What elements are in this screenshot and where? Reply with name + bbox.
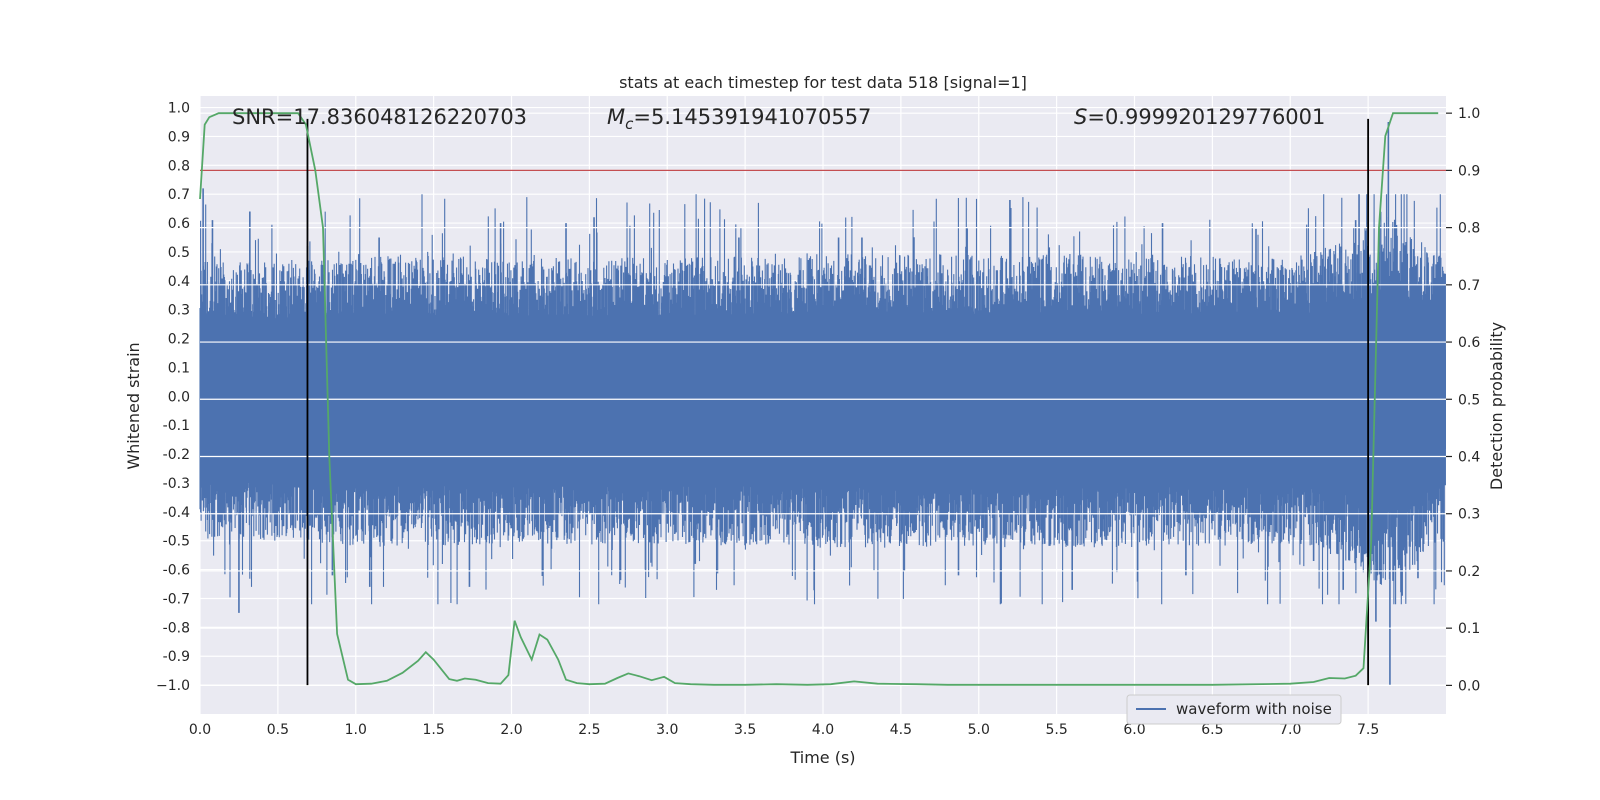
y2-tick-label: 0.7 bbox=[1458, 278, 1480, 294]
y2-tick-label: 0.0 bbox=[1458, 678, 1480, 694]
x-tick-label: 3.5 bbox=[734, 722, 756, 738]
y-tick-label: -0.1 bbox=[163, 418, 190, 434]
probability-line bbox=[199, 112, 1439, 686]
y-tick-label: -0.6 bbox=[163, 563, 190, 579]
y-tick-label: -0.7 bbox=[163, 591, 190, 607]
y-tick-label: 0.3 bbox=[168, 303, 190, 319]
y-tick-label: -0.9 bbox=[163, 649, 190, 665]
chirp-mass-value: =5.145391941070557 bbox=[633, 105, 871, 129]
y-tick-label: 0.4 bbox=[168, 274, 190, 290]
x-tick-labels: 0.0 0.5 1.0 1.5 2.0 2.5 3.0 3.5 4.0 4.5 5.0 5.5 6.0 6… bbox=[189, 722, 1379, 738]
y2-tick-label: 1.0 bbox=[1458, 106, 1480, 122]
y-tick-label: -0.3 bbox=[163, 476, 190, 492]
chirp-mass-subscript: c bbox=[625, 115, 634, 133]
y-tick-label: 1.0 bbox=[168, 101, 190, 117]
y2-tick-label: 0.3 bbox=[1458, 507, 1480, 523]
y-tick-label: -0.2 bbox=[163, 447, 190, 463]
x-tick-label: 4.5 bbox=[890, 722, 912, 738]
score-symbol: S bbox=[1074, 105, 1087, 129]
y-tick-label: -0.5 bbox=[163, 534, 190, 550]
y2-tick-label: 0.8 bbox=[1458, 221, 1480, 237]
legend: waveform with noise bbox=[1126, 694, 1342, 725]
score-annotation: S=0.999920129776001 bbox=[1074, 105, 1325, 129]
y2-tick-label: 0.4 bbox=[1458, 450, 1480, 466]
snr-annotation: SNR=17.836048126220703 bbox=[232, 105, 527, 129]
x-tick-label: 0.5 bbox=[267, 722, 289, 738]
chirp-mass-symbol: M bbox=[607, 105, 625, 129]
x-tick-label: 7.0 bbox=[1279, 722, 1301, 738]
x-tick-label: 6.5 bbox=[1201, 722, 1223, 738]
x-tick-label: 3.0 bbox=[656, 722, 678, 738]
legend-box bbox=[1126, 694, 1342, 725]
chart-title: stats at each timestep for test data 518… bbox=[619, 73, 1027, 92]
y-tick-labels: 1.0 0.9 0.8 0.7 0.6 0.5 0.4 0.3 0.2 0.1 0.0 -0.1 -0.… bbox=[156, 101, 190, 695]
x-tick-label: 1.0 bbox=[345, 722, 367, 738]
y-tick-label: 0.1 bbox=[168, 360, 190, 376]
x-tick-label: 2.5 bbox=[578, 722, 600, 738]
y-tick-label: 0.8 bbox=[168, 158, 190, 174]
x-tick-label: 6.0 bbox=[1123, 722, 1145, 738]
y-tick-label: 0.6 bbox=[168, 216, 190, 232]
y-tick-label: 0.9 bbox=[168, 129, 190, 145]
x-tick-label: 5.5 bbox=[1045, 722, 1067, 738]
y-tick-label: 0.2 bbox=[168, 332, 190, 348]
y-tick-label: -0.8 bbox=[163, 620, 190, 636]
y-tick-label: 0.7 bbox=[168, 187, 190, 203]
legend-label: waveform with noise bbox=[1176, 700, 1332, 718]
x-tick-label: 4.0 bbox=[812, 722, 834, 738]
score-value: =0.999920129776001 bbox=[1087, 105, 1325, 129]
y2-tick-label: 0.5 bbox=[1458, 392, 1480, 408]
waveform-noise bbox=[199, 194, 1446, 605]
y-tick-label: -0.4 bbox=[163, 505, 190, 521]
y-tick-label: 0.0 bbox=[168, 389, 190, 405]
x-tick-label: 7.5 bbox=[1357, 722, 1379, 738]
x-tick-label: 0.0 bbox=[189, 722, 211, 738]
chirp-mass-annotation: Mc=5.145391941070557 bbox=[607, 105, 871, 133]
x-tick-label: 5.0 bbox=[968, 722, 990, 738]
x-tick-label: 1.5 bbox=[422, 722, 444, 738]
y2-tick-label: 0.6 bbox=[1458, 335, 1480, 351]
y2-tick-label: 0.9 bbox=[1458, 163, 1480, 179]
x-tick-label: 2.0 bbox=[500, 722, 522, 738]
y2-axis-label: Detection probability bbox=[1487, 322, 1506, 490]
grid-secondary bbox=[200, 112, 1446, 686]
x-axis-label: Time (s) bbox=[789, 748, 855, 767]
y2-tick-labels: 1.0 0.9 0.8 0.7 0.6 0.5 0.4 0.3 0.2 0.1 0.0 bbox=[1446, 106, 1480, 694]
y-axis-label: Whitened strain bbox=[124, 342, 143, 469]
y2-tick-label: 0.1 bbox=[1458, 621, 1480, 637]
y2-tick-label: 0.2 bbox=[1458, 564, 1480, 580]
y-tick-label: −1.0 bbox=[156, 678, 190, 694]
y-tick-label: 0.5 bbox=[168, 245, 190, 261]
